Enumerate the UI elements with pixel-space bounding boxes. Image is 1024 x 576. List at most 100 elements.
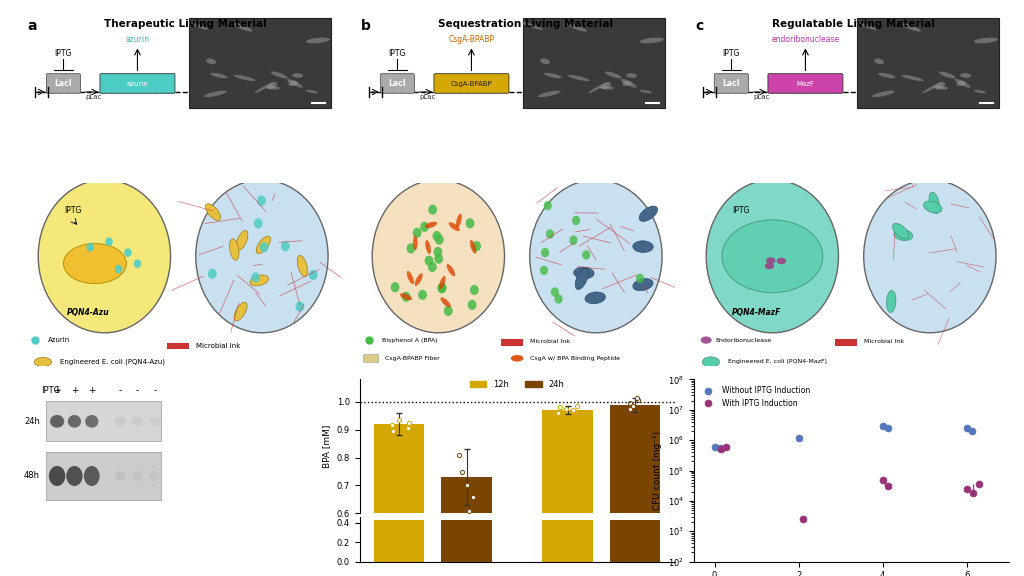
- Ellipse shape: [621, 79, 637, 88]
- Ellipse shape: [893, 223, 908, 239]
- Circle shape: [437, 282, 446, 293]
- Text: azurin: azurin: [127, 81, 148, 86]
- Text: IPTG: IPTG: [41, 386, 60, 395]
- Ellipse shape: [50, 415, 65, 428]
- Text: a: a: [28, 19, 37, 33]
- Ellipse shape: [115, 471, 125, 482]
- Text: -: -: [154, 386, 157, 395]
- Ellipse shape: [85, 415, 98, 428]
- Circle shape: [544, 201, 552, 210]
- Ellipse shape: [626, 73, 637, 78]
- Ellipse shape: [585, 292, 605, 304]
- Ellipse shape: [150, 471, 160, 482]
- Circle shape: [554, 294, 562, 304]
- Text: pLac: pLac: [753, 94, 769, 100]
- With IPTG Induction: [877, 476, 889, 483]
- Circle shape: [309, 270, 317, 280]
- Circle shape: [529, 180, 663, 333]
- With IPTG Induction: [797, 516, 809, 522]
- Circle shape: [466, 218, 474, 229]
- Ellipse shape: [901, 23, 921, 32]
- Circle shape: [863, 180, 996, 333]
- Text: CsgA-BPABP: CsgA-BPABP: [451, 81, 493, 86]
- FancyBboxPatch shape: [857, 17, 999, 108]
- Without IPTG Induction: [793, 434, 805, 441]
- Ellipse shape: [84, 466, 99, 486]
- Ellipse shape: [929, 192, 939, 214]
- Ellipse shape: [115, 417, 126, 426]
- With IPTG Induction: [967, 490, 979, 497]
- FancyBboxPatch shape: [523, 17, 666, 108]
- Bar: [374, 424, 425, 576]
- Ellipse shape: [879, 73, 895, 78]
- Text: Microbial Ink: Microbial Ink: [529, 339, 569, 344]
- Ellipse shape: [68, 415, 81, 428]
- Ellipse shape: [639, 206, 657, 221]
- Ellipse shape: [425, 222, 437, 228]
- Ellipse shape: [974, 90, 986, 93]
- With IPTG Induction: [961, 486, 973, 492]
- Text: Therapeutic Living Material: Therapeutic Living Material: [104, 19, 267, 29]
- Ellipse shape: [511, 355, 523, 362]
- FancyBboxPatch shape: [502, 339, 523, 346]
- Ellipse shape: [936, 82, 945, 89]
- Circle shape: [428, 204, 437, 215]
- FancyBboxPatch shape: [434, 74, 509, 93]
- Ellipse shape: [575, 268, 589, 290]
- Circle shape: [541, 248, 549, 257]
- FancyBboxPatch shape: [167, 343, 189, 349]
- Text: c: c: [695, 19, 703, 33]
- Circle shape: [257, 196, 266, 206]
- Circle shape: [443, 306, 453, 316]
- Ellipse shape: [961, 73, 971, 78]
- Ellipse shape: [538, 90, 561, 97]
- Circle shape: [420, 222, 429, 232]
- With IPTG Induction: [973, 481, 985, 488]
- Without IPTG Induction: [709, 444, 721, 450]
- Ellipse shape: [49, 466, 66, 486]
- Ellipse shape: [939, 71, 955, 78]
- Ellipse shape: [132, 417, 143, 426]
- Text: Microbial Ink: Microbial Ink: [196, 343, 240, 348]
- Bar: [441, 477, 492, 576]
- Ellipse shape: [600, 86, 613, 90]
- Circle shape: [470, 285, 478, 295]
- Line: Without IPTG Induction: Without IPTG Induction: [711, 422, 975, 452]
- Circle shape: [115, 264, 122, 274]
- Ellipse shape: [266, 86, 280, 90]
- Ellipse shape: [924, 201, 942, 213]
- Text: +: +: [88, 386, 95, 395]
- Ellipse shape: [449, 222, 460, 231]
- Text: Sequestration Living Material: Sequestration Living Material: [438, 19, 613, 29]
- Y-axis label: BPA [mM]: BPA [mM]: [323, 425, 331, 468]
- Circle shape: [38, 180, 171, 333]
- Ellipse shape: [297, 255, 307, 276]
- Text: pLac: pLac: [419, 94, 435, 100]
- Text: Bisphenol A (BPA): Bisphenol A (BPA): [382, 338, 437, 343]
- Text: azurin: azurin: [125, 35, 150, 44]
- Ellipse shape: [289, 81, 298, 86]
- Without IPTG Induction: [714, 445, 726, 452]
- Text: Microbial Ink: Microbial Ink: [863, 339, 904, 344]
- Bar: [441, 520, 492, 562]
- Circle shape: [254, 218, 262, 229]
- Circle shape: [540, 266, 548, 275]
- Ellipse shape: [150, 417, 161, 426]
- Text: CsgA w/ BPA Binding Peptide: CsgA w/ BPA Binding Peptide: [529, 356, 620, 361]
- Text: endoribonuclease: endoribonuclease: [771, 35, 840, 44]
- Ellipse shape: [887, 290, 896, 312]
- Ellipse shape: [34, 357, 51, 366]
- Text: Engineered E. coli (PQN4-MazF): Engineered E. coli (PQN4-MazF): [728, 359, 827, 365]
- Circle shape: [260, 242, 268, 252]
- Ellipse shape: [306, 90, 318, 93]
- Circle shape: [251, 272, 260, 283]
- Ellipse shape: [974, 37, 998, 43]
- With IPTG Induction: [720, 444, 732, 451]
- Circle shape: [418, 290, 427, 300]
- Bar: [543, 520, 593, 562]
- Text: -: -: [136, 386, 139, 395]
- Ellipse shape: [874, 58, 884, 64]
- FancyBboxPatch shape: [362, 354, 379, 362]
- FancyBboxPatch shape: [380, 74, 415, 93]
- Text: IPTG: IPTG: [732, 206, 750, 215]
